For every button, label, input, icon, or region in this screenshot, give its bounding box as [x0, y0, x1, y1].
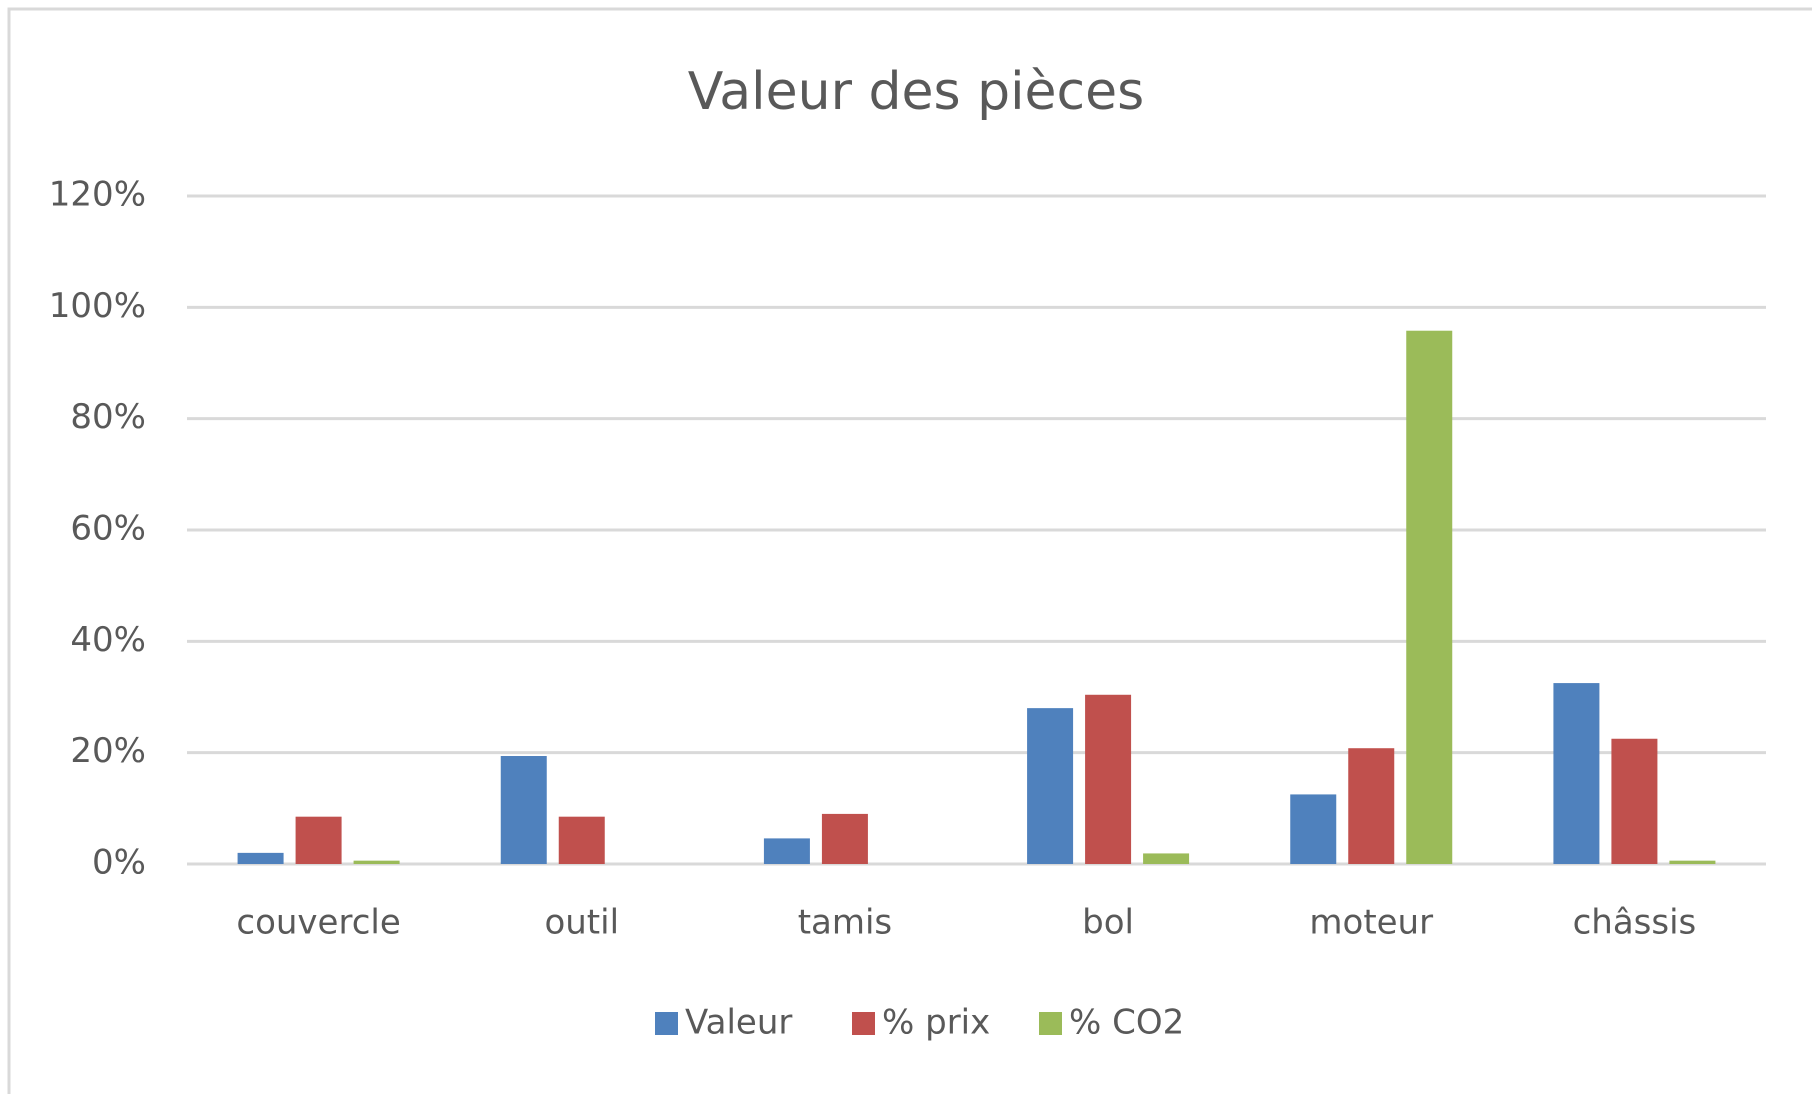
legend-label: % prix: [882, 1003, 990, 1043]
legend-swatch: [1039, 1012, 1062, 1035]
bar: [558, 816, 605, 864]
chart-title: Valeur des pièces: [688, 62, 1144, 122]
y-tick-label: 80%: [70, 397, 146, 437]
legend-label: Valeur: [685, 1003, 792, 1043]
y-tick-label: 20%: [70, 731, 146, 771]
bar: [821, 813, 868, 864]
chart-frame: [7, 7, 1812, 1094]
bar: [295, 816, 342, 864]
bar: [1290, 794, 1337, 864]
legend-swatch: [655, 1012, 678, 1035]
y-tick-label: 100%: [49, 286, 146, 326]
legend-swatch: [852, 1012, 875, 1035]
x-tick-label: couvercle: [236, 903, 400, 943]
bar: [1027, 708, 1074, 864]
x-tick-label: moteur: [1309, 903, 1433, 943]
bar: [237, 852, 284, 864]
bar: [1085, 694, 1132, 864]
bar: [1553, 683, 1600, 864]
y-tick-label: 0%: [92, 843, 146, 883]
x-tick-label: châssis: [1573, 903, 1697, 943]
x-tick-label: outil: [544, 903, 619, 943]
y-tick-label: 120%: [49, 175, 146, 215]
bar: [1669, 860, 1716, 864]
bar: [763, 838, 810, 864]
bar: [1348, 748, 1395, 864]
bar: [353, 860, 400, 864]
y-tick-label: 40%: [70, 620, 146, 660]
bar: [500, 756, 547, 864]
y-tick-label: 60%: [70, 509, 146, 549]
bar: [1143, 853, 1190, 864]
bar: [1406, 330, 1453, 864]
legend-label: % CO2: [1069, 1003, 1184, 1043]
x-tick-label: tamis: [798, 903, 892, 943]
x-tick-label: bol: [1082, 903, 1134, 943]
bar: [1611, 738, 1658, 864]
